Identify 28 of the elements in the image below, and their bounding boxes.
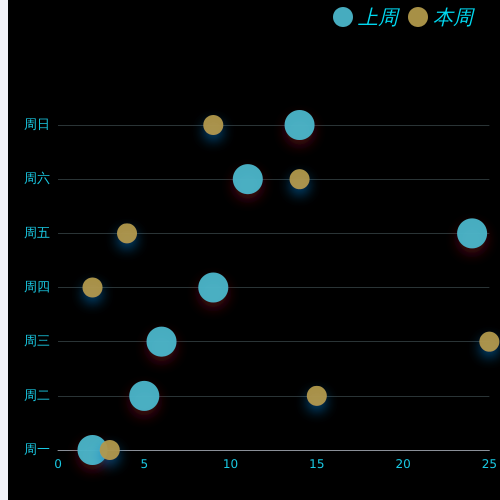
point <box>146 326 177 357</box>
point <box>457 218 488 248</box>
x-tick-label: 5 <box>140 457 148 471</box>
point <box>117 223 138 244</box>
y-tick-label: 周一 <box>24 442 50 458</box>
point <box>306 386 327 406</box>
y-tick-label: 周日 <box>24 118 50 132</box>
point <box>203 115 224 135</box>
point <box>290 169 310 190</box>
y-tick-label: 周二 <box>24 388 50 404</box>
legend-label: 上周 <box>358 5 400 29</box>
point <box>100 440 120 460</box>
y-tick-label: 周四 <box>24 280 50 295</box>
x-tick-label: 25 <box>482 457 498 471</box>
point <box>129 380 160 411</box>
y-tick-label: 周五 <box>24 226 50 241</box>
y-tick-label: 周三 <box>24 334 50 350</box>
legend-label: 本周 <box>433 5 475 29</box>
x-tick-label: 15 <box>309 457 324 471</box>
point <box>198 272 228 302</box>
point <box>232 164 263 194</box>
x-tick-label: 10 <box>222 457 238 471</box>
x-tick-label: 0 <box>54 457 62 471</box>
x-tick-label: 20 <box>395 457 411 471</box>
y-tick-label: 周六 <box>24 172 50 187</box>
point <box>82 278 103 298</box>
point <box>479 332 500 352</box>
point <box>284 110 315 140</box>
